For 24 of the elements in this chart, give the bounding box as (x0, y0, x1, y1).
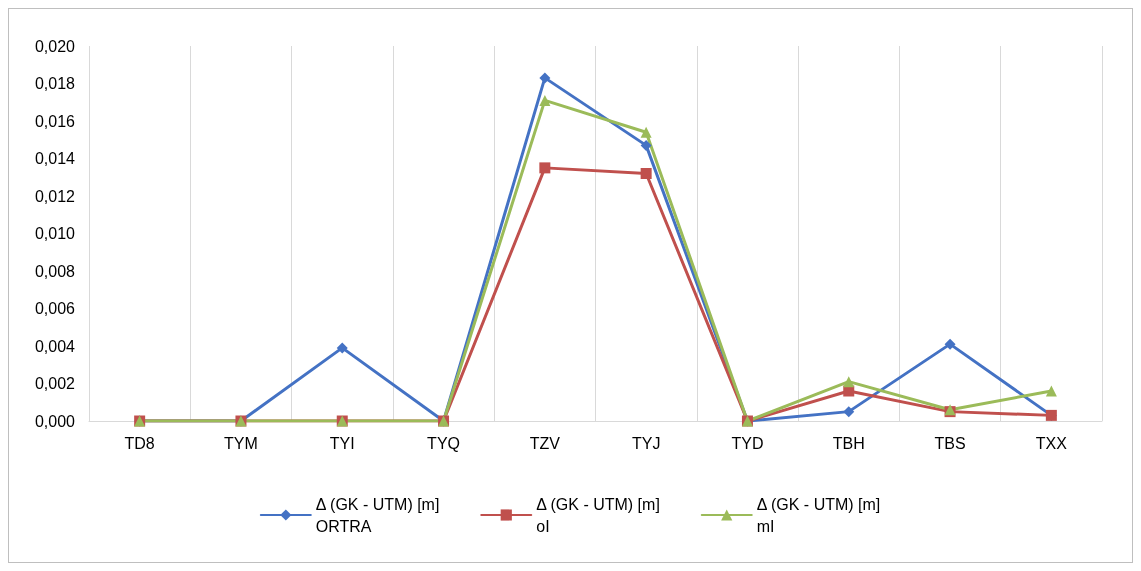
y-tick-label: 0,002 (34, 375, 76, 392)
legend-label: Δ (GK - UTM) [m] mI (756, 495, 881, 535)
y-tick-label: 0,018 (34, 75, 76, 92)
y-tick-label: 0,008 (34, 262, 76, 280)
y-tick-label: 0,012 (34, 187, 76, 205)
x-tick-label: TZV (529, 434, 561, 452)
x-tick-label: TBH (832, 434, 865, 452)
y-tick-label: 0,000 (34, 412, 76, 430)
x-tick-label: TYM (224, 434, 258, 452)
y-tick-label: 0,006 (34, 300, 76, 317)
x-tick-label: TYD (731, 434, 764, 452)
y-tick-label: 0,020 (34, 37, 76, 55)
x-tick-label: TYQ (427, 434, 460, 452)
y-tick-label: 0,014 (34, 150, 76, 167)
x-tick-label: TBS (934, 434, 966, 452)
y-tick-label: 0,016 (34, 112, 76, 130)
legend-label: Δ (GK - UTM) [m] ORTRA (315, 495, 440, 535)
x-tick-label: TYJ (631, 434, 661, 452)
legend-label: Δ (GK - UTM) [m] oI (536, 495, 660, 535)
y-tick-label: 0,010 (34, 225, 76, 242)
x-tick-label: TXX (1035, 434, 1068, 452)
x-tick-label: TD8 (124, 434, 155, 452)
y-tick-label: 0,004 (34, 337, 76, 355)
x-tick-label: TYI (329, 434, 355, 452)
